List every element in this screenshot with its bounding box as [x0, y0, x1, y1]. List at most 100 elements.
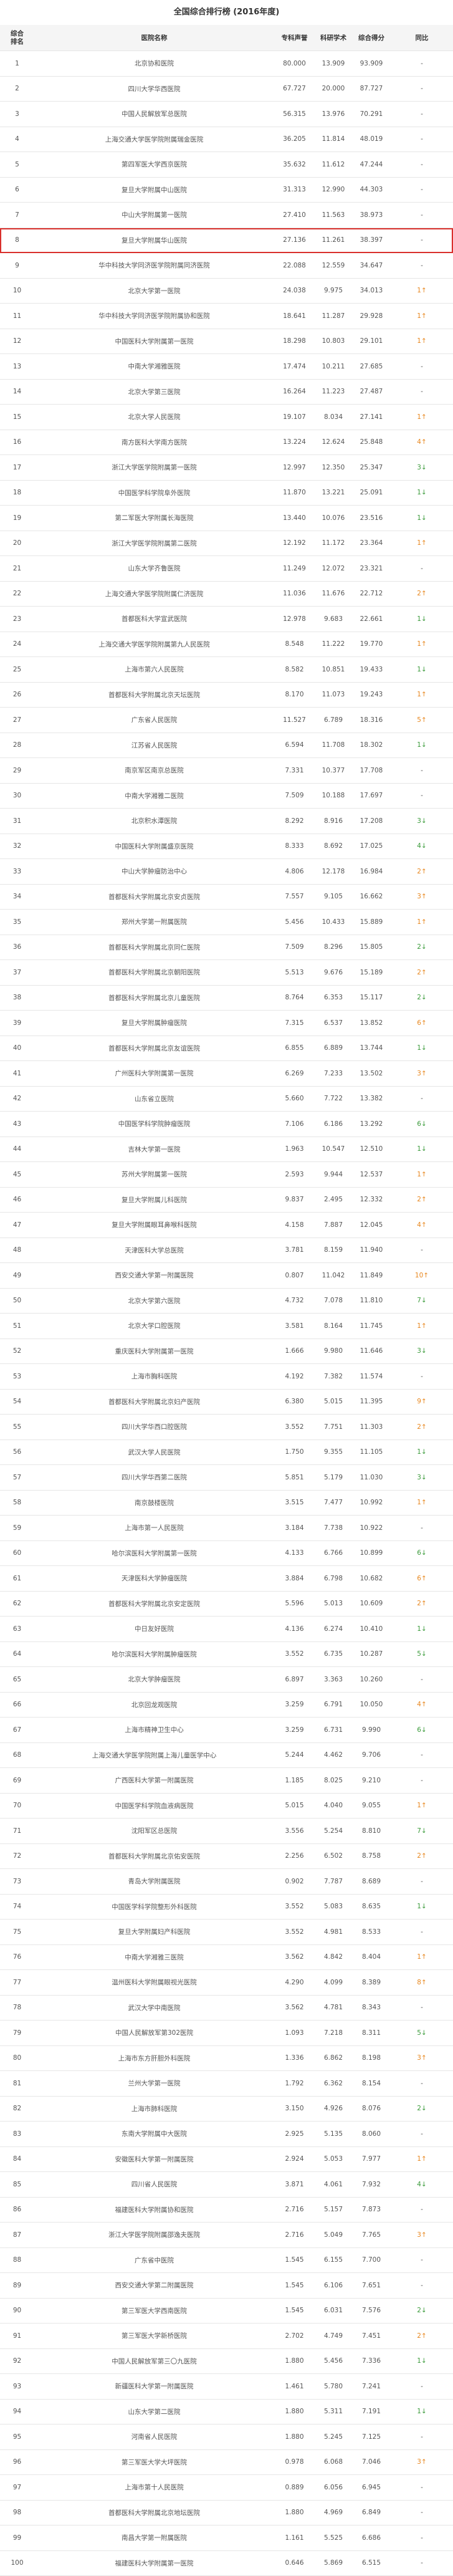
- reputation-score: 7.509: [285, 943, 304, 951]
- reputation-score: 1.963: [285, 1145, 304, 1153]
- change: 4↓: [417, 2180, 427, 2188]
- change: 1↑: [417, 539, 427, 547]
- table-row: 53 上海市胸科医院 4.192 7.382 11.574 -: [0, 1364, 453, 1390]
- reputation-score: 0.807: [285, 1271, 304, 1279]
- total-score: 13.744: [360, 1044, 383, 1052]
- reputation-score: 2.256: [285, 1852, 304, 1860]
- total-score: 7.125: [361, 2433, 381, 2441]
- rank: 100: [11, 2559, 24, 2567]
- research-score: 4.749: [323, 2332, 343, 2340]
- change: -: [421, 2559, 423, 2567]
- hospital-name: 郑州大学第一附属医院: [122, 918, 187, 926]
- reputation-score: 0.646: [285, 2559, 304, 2567]
- hospital-name: 广东省中医院: [135, 2256, 174, 2264]
- change: 3↓: [417, 1347, 427, 1355]
- total-score: 8.154: [361, 2079, 381, 2087]
- total-score: 11.303: [360, 1423, 383, 1431]
- hospital-name: 广州医科大学附属第一医院: [115, 1070, 194, 1078]
- rank: 8: [15, 236, 19, 244]
- reputation-score: 3.552: [285, 1928, 304, 1936]
- table-row: 78 武汉大学中南医院 3.562 4.781 8.343 -: [0, 1996, 453, 2021]
- total-score: 13.382: [360, 1095, 383, 1103]
- total-score: 10.682: [360, 1574, 383, 1582]
- hospital-name: 浙江大学医学院附属第二医院: [112, 539, 197, 547]
- reputation-score: 1.093: [285, 2029, 304, 2037]
- hospital-name: 复旦大学附属妇产科医院: [118, 1928, 191, 1936]
- total-score: 7.336: [361, 2357, 381, 2365]
- total-score: 10.287: [360, 1650, 383, 1658]
- change: 10↑: [414, 1271, 429, 1279]
- change: 3↓: [417, 1473, 427, 1481]
- change: -: [421, 85, 423, 93]
- reputation-score: 5.015: [285, 1802, 304, 1810]
- research-score: 12.350: [322, 463, 345, 471]
- reputation-score: 3.552: [285, 1650, 304, 1658]
- total-score: 25.848: [360, 438, 383, 446]
- reputation-score: 19.107: [283, 413, 306, 421]
- reputation-score: 5.596: [285, 1600, 304, 1608]
- rank: 46: [12, 1196, 22, 1204]
- rank: 77: [12, 1978, 22, 1986]
- research-score: 6.186: [323, 1120, 343, 1128]
- change: 1↑: [417, 312, 427, 320]
- reputation-score: 3.562: [285, 2004, 304, 2012]
- table-row: 51 北京大学口腔医院 3.581 8.164 11.745 1↑: [0, 1314, 453, 1339]
- total-score: 17.025: [360, 842, 383, 850]
- hospital-name: 四川大学华西医院: [128, 85, 181, 93]
- table-row: 94 山东大学第二医院 1.880 5.311 7.191 1↓: [0, 2400, 453, 2425]
- hospital-name: 上海市肺科医院: [131, 2105, 178, 2113]
- total-score: 10.410: [360, 1625, 383, 1633]
- change: -: [421, 1675, 423, 1683]
- table-row: 88 广东省中医院 1.545 6.155 7.700 -: [0, 2248, 453, 2273]
- hospital-name: 四川大学华西口腔医院: [122, 1423, 187, 1431]
- reputation-score: 8.764: [285, 994, 304, 1002]
- table-header: 综合排名 医院名称 专科声誉 科研学术 综合得分 同比: [0, 25, 453, 51]
- change: 3↑: [417, 1069, 427, 1077]
- hospital-name: 上海市第一人民医院: [125, 1524, 184, 1532]
- research-score: 6.862: [323, 2054, 343, 2062]
- hospital-name: 中国人民解放军第302医院: [115, 2029, 194, 2037]
- total-score: 16.662: [360, 893, 383, 901]
- hospital-name: 第四军医大学西京医院: [122, 161, 187, 169]
- total-score: 9.990: [361, 1726, 381, 1734]
- table-row: 48 天津医科大学总医院 3.781 8.159 11.940 -: [0, 1238, 453, 1263]
- table-row: 45 苏州大学附属第一医院 2.593 9.944 12.537 1↑: [0, 1162, 453, 1188]
- research-score: 4.040: [323, 1802, 343, 1810]
- change: 1↑: [417, 287, 427, 295]
- research-score: 8.034: [323, 413, 343, 421]
- reputation-score: 1.880: [285, 2357, 304, 2365]
- change: -: [421, 1372, 423, 1380]
- research-score: 5.780: [323, 2382, 343, 2390]
- hospital-name: 中山大学肿瘤防治中心: [122, 868, 187, 876]
- hospital-name: 第三军医大学新桥医院: [122, 2332, 187, 2340]
- hospital-name: 复旦大学附属儿科医院: [122, 1196, 187, 1204]
- hospital-name: 首都医科大学附属北京安贞医院: [108, 893, 200, 901]
- table-row: 10 北京大学第一医院 24.038 9.975 34.013 1↑: [0, 279, 453, 304]
- total-score: 6.945: [361, 2483, 381, 2491]
- hospital-name: 吉林大学第一医院: [128, 1145, 181, 1153]
- hospital-name: 南京军区南京总医院: [125, 767, 184, 775]
- change: -: [421, 1928, 423, 1936]
- table-row: 32 中国医科大学附属盛京医院 8.333 8.692 17.025 4↓: [0, 834, 453, 859]
- reputation-score: 56.315: [283, 110, 306, 118]
- research-score: 10.188: [322, 792, 345, 800]
- change: 7↓: [417, 1297, 427, 1305]
- research-score: 5.245: [323, 2433, 343, 2441]
- table-row: 93 新疆医科大学第一附属医院 1.461 5.780 7.241 -: [0, 2374, 453, 2400]
- rank: 23: [12, 615, 22, 623]
- research-score: 6.274: [323, 1625, 343, 1633]
- hospital-name: 广东省人民医院: [131, 716, 178, 724]
- table-row: 38 首都医科大学附属北京儿童医院 8.764 6.353 15.117 2↓: [0, 986, 453, 1011]
- change: 1↑: [417, 413, 427, 421]
- rank: 22: [12, 590, 22, 598]
- hospital-name: 中国医学科学院整形外科医院: [112, 1903, 197, 1911]
- research-score: 11.708: [322, 741, 345, 749]
- total-score: 7.932: [361, 2180, 381, 2188]
- change: 1↑: [417, 1322, 427, 1330]
- hospital-name: 天津医科大学总医院: [125, 1246, 184, 1254]
- research-score: 5.254: [323, 1827, 343, 1835]
- change: 1↓: [417, 615, 427, 623]
- total-score: 9.210: [361, 1776, 381, 1784]
- total-score: 10.899: [360, 1549, 383, 1557]
- research-score: 12.990: [322, 186, 345, 194]
